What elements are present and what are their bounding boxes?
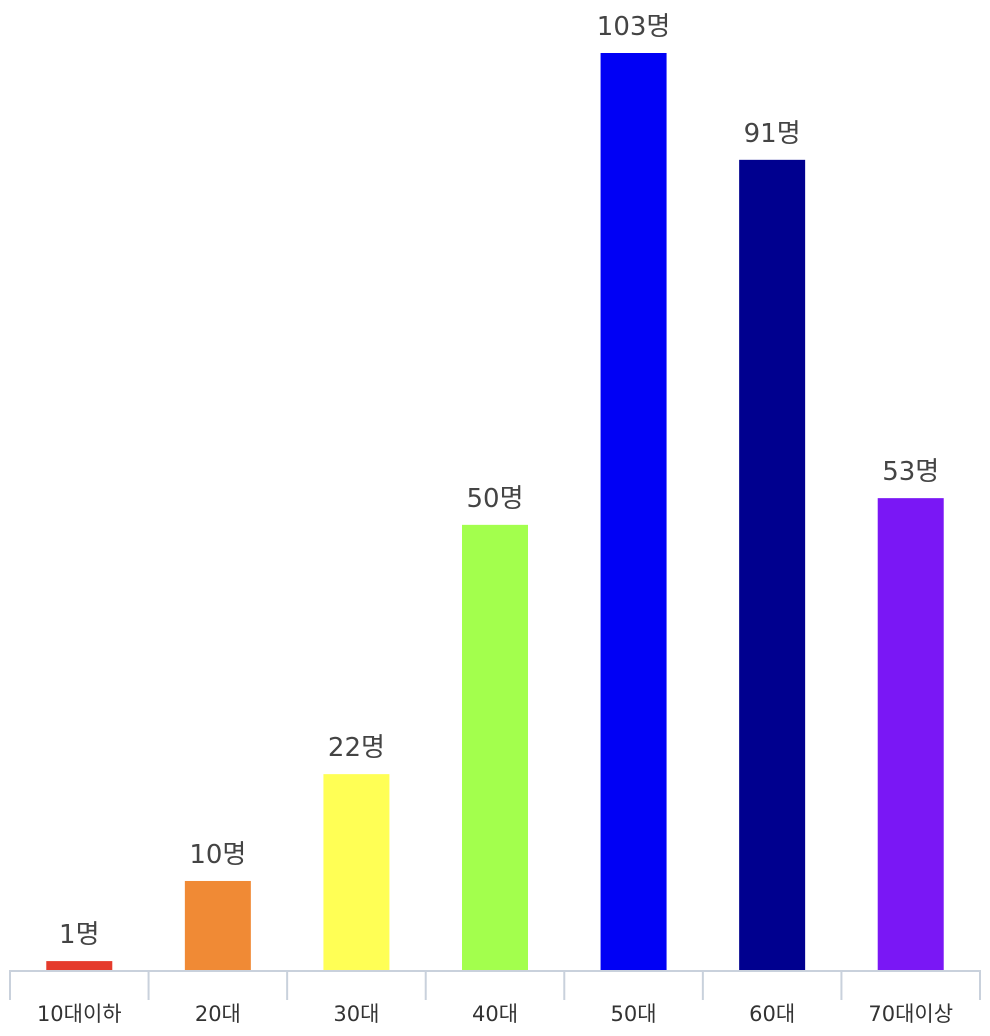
- bars-group: [46, 53, 944, 970]
- category-label-1: 10대이하: [37, 1002, 122, 1026]
- value-label-1: 1명: [59, 920, 99, 950]
- category-labels-group: 10대이하 20대 30대 40대 50대 60대 70대이상: [37, 1002, 953, 1026]
- category-label-4: 40대: [472, 1002, 518, 1026]
- value-label-6: 91명: [744, 119, 801, 149]
- value-label-7: 53명: [882, 457, 939, 487]
- x-axis-ticks: [9, 970, 981, 1000]
- category-label-5: 50대: [611, 1002, 657, 1026]
- bar-5[interactable]: [600, 53, 667, 970]
- value-label-4: 50명: [466, 484, 523, 514]
- bar-1[interactable]: [46, 961, 113, 970]
- category-label-3: 30대: [333, 1002, 379, 1026]
- bar-3[interactable]: [323, 774, 390, 970]
- category-label-6: 60대: [749, 1002, 795, 1026]
- value-label-2: 10명: [189, 840, 246, 870]
- value-label-5: 103명: [597, 12, 671, 42]
- category-label-2: 20대: [195, 1002, 241, 1026]
- value-label-3: 22명: [328, 733, 385, 763]
- value-labels-group: 1명 10명 22명 50명 103명 91명 53명: [59, 12, 939, 950]
- bar-6[interactable]: [739, 159, 806, 970]
- bar-4[interactable]: [462, 524, 528, 970]
- category-label-7: 70대이상: [868, 1002, 953, 1026]
- bar-2[interactable]: [184, 880, 251, 970]
- bar-7[interactable]: [877, 498, 944, 970]
